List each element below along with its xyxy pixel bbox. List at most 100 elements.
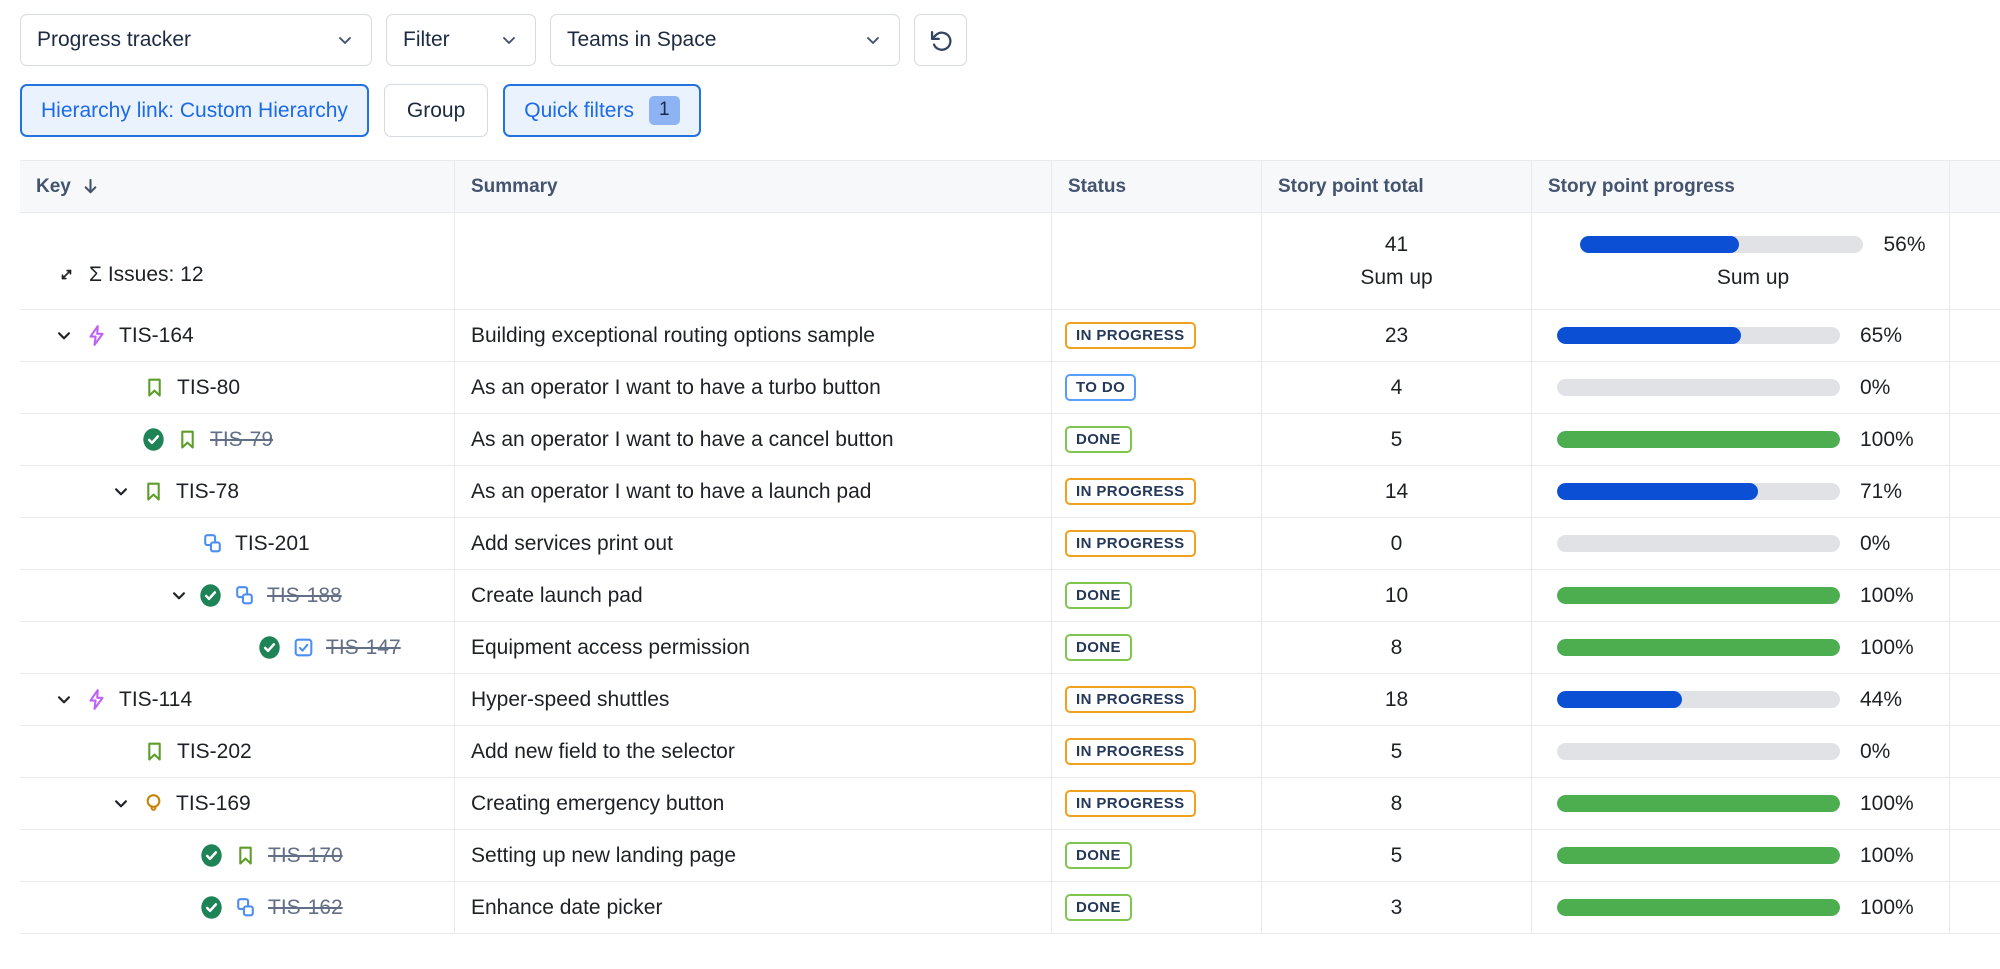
expand-diagonal-icon[interactable] — [56, 264, 77, 285]
chevron-down-icon[interactable] — [112, 483, 131, 501]
story-point-total-cell: 0 — [1262, 518, 1532, 569]
status-badge[interactable]: TO DO — [1065, 374, 1137, 401]
status-badge[interactable]: DONE — [1065, 634, 1132, 661]
key-cell: TIS-202 — [20, 726, 455, 777]
chevron-down-icon[interactable] — [112, 795, 131, 813]
story-point-total-cell: 5 — [1262, 830, 1532, 881]
refresh-button[interactable] — [914, 14, 967, 66]
status-badge[interactable]: DONE — [1065, 894, 1132, 921]
quick-filters-button[interactable]: Quick filters 1 — [503, 84, 701, 137]
issue-summary: Create launch pad — [471, 583, 643, 607]
quick-filters-count-badge: 1 — [648, 96, 680, 125]
progress-bar — [1557, 795, 1840, 812]
status-badge[interactable]: IN PROGRESS — [1065, 738, 1196, 765]
status-badge[interactable]: IN PROGRESS — [1065, 322, 1196, 349]
done-check-icon — [200, 895, 223, 920]
status-badge[interactable]: DONE — [1065, 842, 1132, 869]
issue-key[interactable]: TIS-147 — [326, 635, 401, 659]
story-point-progress-cell: 0% — [1532, 518, 1950, 569]
story-icon — [175, 427, 200, 452]
status-cell: DONE — [1052, 570, 1262, 621]
column-header-summary[interactable]: Summary — [455, 161, 1052, 212]
status-cell: IN PROGRESS — [1052, 726, 1262, 777]
column-header-progress[interactable]: Story point progress — [1532, 161, 1950, 212]
summary-cell: Add services print out — [455, 518, 1052, 569]
progress-bar — [1557, 379, 1840, 396]
story-point-total-cell: 23 — [1262, 310, 1532, 361]
progress-bar — [1557, 639, 1840, 656]
story-point-total-value: 18 — [1384, 687, 1409, 711]
issue-key[interactable]: TIS-170 — [268, 843, 343, 867]
status-badge[interactable]: IN PROGRESS — [1065, 790, 1196, 817]
issue-key[interactable]: TIS-164 — [119, 323, 194, 347]
story-point-progress-cell: 100% — [1532, 830, 1950, 881]
column-header-key[interactable]: Key — [20, 161, 455, 212]
extra-cell — [1950, 778, 2000, 829]
column-header-key-label: Key — [36, 175, 71, 197]
status-badge[interactable]: DONE — [1065, 582, 1132, 609]
hierarchy-link-button[interactable]: Hierarchy link: Custom Hierarchy — [20, 84, 369, 137]
chevron-down-icon[interactable] — [170, 587, 189, 605]
status-badge[interactable]: DONE — [1065, 426, 1132, 453]
team-dropdown-value: Teams in Space — [567, 28, 717, 51]
status-badge[interactable]: IN PROGRESS — [1065, 478, 1196, 505]
issue-key[interactable]: TIS-79 — [210, 427, 274, 451]
issue-row-tis-201: TIS-201 Add services print out IN PROGRESS… — [20, 518, 2000, 570]
issue-row-tis-188: TIS-188 Create launch pad DONE 10 100% — [20, 570, 2000, 622]
status-cell: IN PROGRESS — [1052, 518, 1262, 569]
status-cell: IN PROGRESS — [1052, 674, 1262, 725]
issue-key[interactable]: TIS-201 — [235, 531, 310, 555]
summary-cell: Add new field to the selector — [455, 726, 1052, 777]
issue-key[interactable]: TIS-202 — [177, 739, 252, 763]
issue-key[interactable]: TIS-80 — [177, 375, 241, 399]
team-dropdown[interactable]: Teams in Space — [550, 14, 900, 66]
summary-cell: Hyper-speed shuttles — [455, 674, 1052, 725]
done-check-icon — [200, 843, 223, 868]
issue-key[interactable]: TIS-169 — [176, 791, 251, 815]
chevron-down-icon — [499, 30, 519, 50]
filter-dropdown-value: Filter — [403, 28, 450, 51]
story-point-total-value: 5 — [1390, 843, 1403, 867]
chevron-down-icon[interactable] — [55, 691, 74, 709]
status-badge[interactable]: IN PROGRESS — [1065, 686, 1196, 713]
issue-row-tis-169: TIS-169 Creating emergency button IN PROGR… — [20, 778, 2000, 830]
column-header-total[interactable]: Story point total — [1262, 161, 1532, 212]
progress-bar — [1557, 899, 1840, 916]
issue-key[interactable]: TIS-78 — [176, 479, 240, 503]
story-icon — [142, 375, 167, 400]
progress-bar — [1557, 431, 1840, 448]
group-button[interactable]: Group — [383, 84, 489, 137]
story-point-total-cell: 5 — [1262, 414, 1532, 465]
summary-cell: As an operator I want to have a turbo bu… — [455, 362, 1052, 413]
key-cell: TIS-79 — [20, 414, 455, 465]
column-header-summary-label: Summary — [471, 175, 558, 197]
chevron-down-icon — [335, 30, 355, 50]
extra-cell — [1950, 726, 2000, 777]
aggregate-total-value: 41 — [1384, 232, 1409, 256]
story-point-total-value: 8 — [1390, 791, 1403, 815]
key-cell: TIS-201 — [20, 518, 455, 569]
story-point-total-value: 5 — [1390, 427, 1403, 451]
column-header-status[interactable]: Status — [1052, 161, 1262, 212]
key-cell: TIS-188 — [20, 570, 455, 621]
done-check-icon — [142, 427, 165, 452]
issue-key[interactable]: TIS-162 — [268, 895, 343, 919]
progress-percent: 100% — [1860, 843, 1914, 867]
filter-dropdown[interactable]: Filter — [386, 14, 536, 66]
column-header-progress-label: Story point progress — [1548, 175, 1735, 197]
aggregate-summary-cell — [455, 213, 1052, 309]
aggregate-progress-note: Sum up — [1716, 265, 1790, 289]
key-cell: TIS-164 — [20, 310, 455, 361]
progress-percent: 44% — [1860, 687, 1903, 711]
progress-percent: 56% — [1883, 232, 1926, 256]
summary-cell: Setting up new landing page — [455, 830, 1052, 881]
issues-count-label: Σ Issues: 12 — [89, 262, 204, 286]
status-badge[interactable]: IN PROGRESS — [1065, 530, 1196, 557]
chevron-down-icon[interactable] — [55, 327, 74, 345]
issue-key[interactable]: TIS-188 — [267, 583, 342, 607]
story-point-progress-cell: 100% — [1532, 882, 1950, 933]
issue-key[interactable]: TIS-114 — [119, 687, 193, 711]
issue-summary: Hyper-speed shuttles — [471, 687, 670, 711]
view-dropdown[interactable]: Progress tracker — [20, 14, 372, 66]
epic-icon — [84, 323, 109, 348]
